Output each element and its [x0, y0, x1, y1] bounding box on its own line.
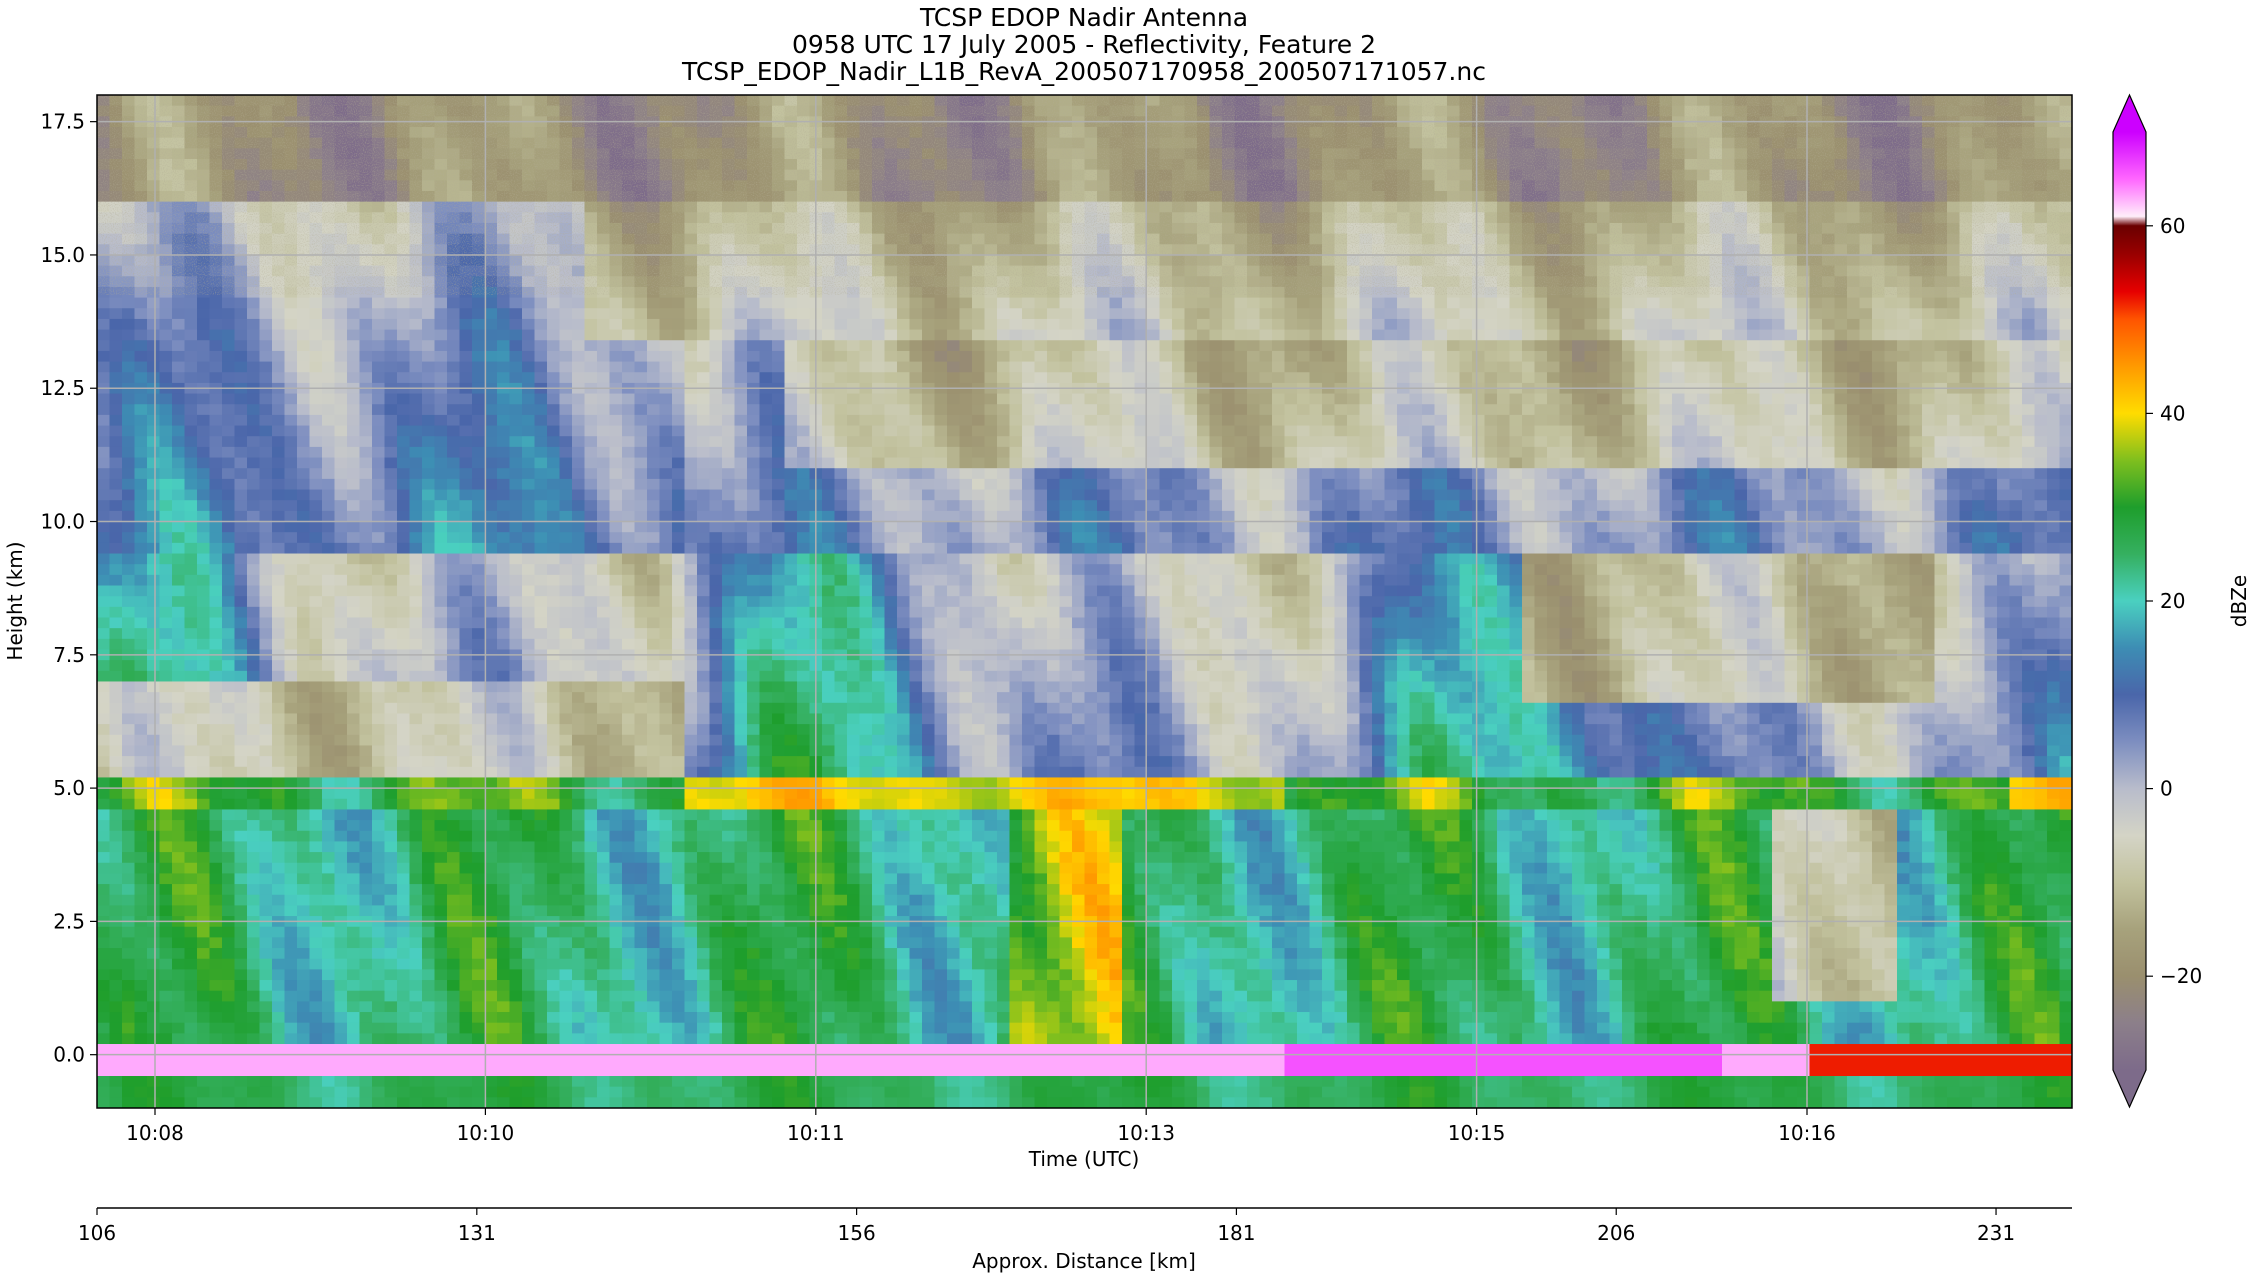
colorbar: −20 0 20 40 60 dBZe: [2112, 93, 2250, 1109]
title-line-1: TCSP EDOP Nadir Antenna: [919, 3, 1248, 32]
x-tick-label: 10:13: [1117, 1121, 1175, 1145]
heatmap-plot: [97, 95, 2072, 1108]
colorbar-ticks: −20 0 20 40 60: [2146, 214, 2202, 988]
colorbar-tick-label: 40: [2160, 401, 2185, 425]
distance-tick-label: 231: [1977, 1221, 2015, 1245]
distance-tick-label: 206: [1597, 1221, 1635, 1245]
x-tick-label: 10:08: [126, 1121, 184, 1145]
colorbar-tick-label: 20: [2160, 589, 2185, 613]
y-axis-ticks: 0.0 2.5 5.0 7.5 10.0 12.5 15.0 17.5: [40, 110, 97, 1067]
x-tick-label: 10:16: [1778, 1121, 1836, 1145]
colorbar-tick-label: 60: [2160, 214, 2185, 238]
x-tick-label: 10:10: [457, 1121, 515, 1145]
y-tick-label: 10.0: [40, 510, 85, 534]
x-tick-label: 10:11: [787, 1121, 845, 1145]
colorbar-body: [2112, 93, 2147, 1109]
distance-tick-label: 106: [78, 1221, 116, 1245]
distance-tick-label: 181: [1217, 1221, 1255, 1245]
y-tick-label: 17.5: [40, 110, 85, 134]
y-tick-label: 2.5: [53, 909, 85, 933]
x-tick-label: 10:15: [1448, 1121, 1506, 1145]
reflectivity-field: [97, 95, 2072, 1108]
distance-axis-ticks: 106 131 156 181 206 231: [78, 1208, 2015, 1245]
y-tick-label: 7.5: [53, 643, 85, 667]
distance-tick-label: 131: [458, 1221, 496, 1245]
grid-lines: [97, 95, 2072, 1108]
x-axis-label: Time (UTC): [1028, 1147, 1140, 1171]
noise-speckle: [97, 95, 2072, 295]
y-tick-label: 5.0: [53, 776, 85, 800]
plot-frame: [96, 94, 2073, 1109]
y-tick-label: 12.5: [40, 376, 85, 400]
title-line-3: TCSP_EDOP_Nadir_L1B_RevA_200507170958_20…: [681, 57, 1486, 86]
title-line-2: 0958 UTC 17 July 2005 - Reflectivity, Fe…: [792, 30, 1376, 59]
y-tick-label: 15.0: [40, 243, 85, 267]
colorbar-tick-label: −20: [2160, 964, 2202, 988]
distance-axis-label: Approx. Distance [km]: [972, 1249, 1196, 1273]
colorbar-tick-label: 0: [2160, 777, 2173, 801]
y-tick-label: 0.0: [53, 1043, 85, 1067]
distance-tick-label: 156: [838, 1221, 876, 1245]
y-axis-label: Height (km): [3, 541, 27, 660]
x-axis-ticks: 10:08 10:10 10:11 10:13 10:15 10:16: [126, 1108, 1836, 1145]
colorbar-label: dBZe: [2227, 575, 2250, 627]
